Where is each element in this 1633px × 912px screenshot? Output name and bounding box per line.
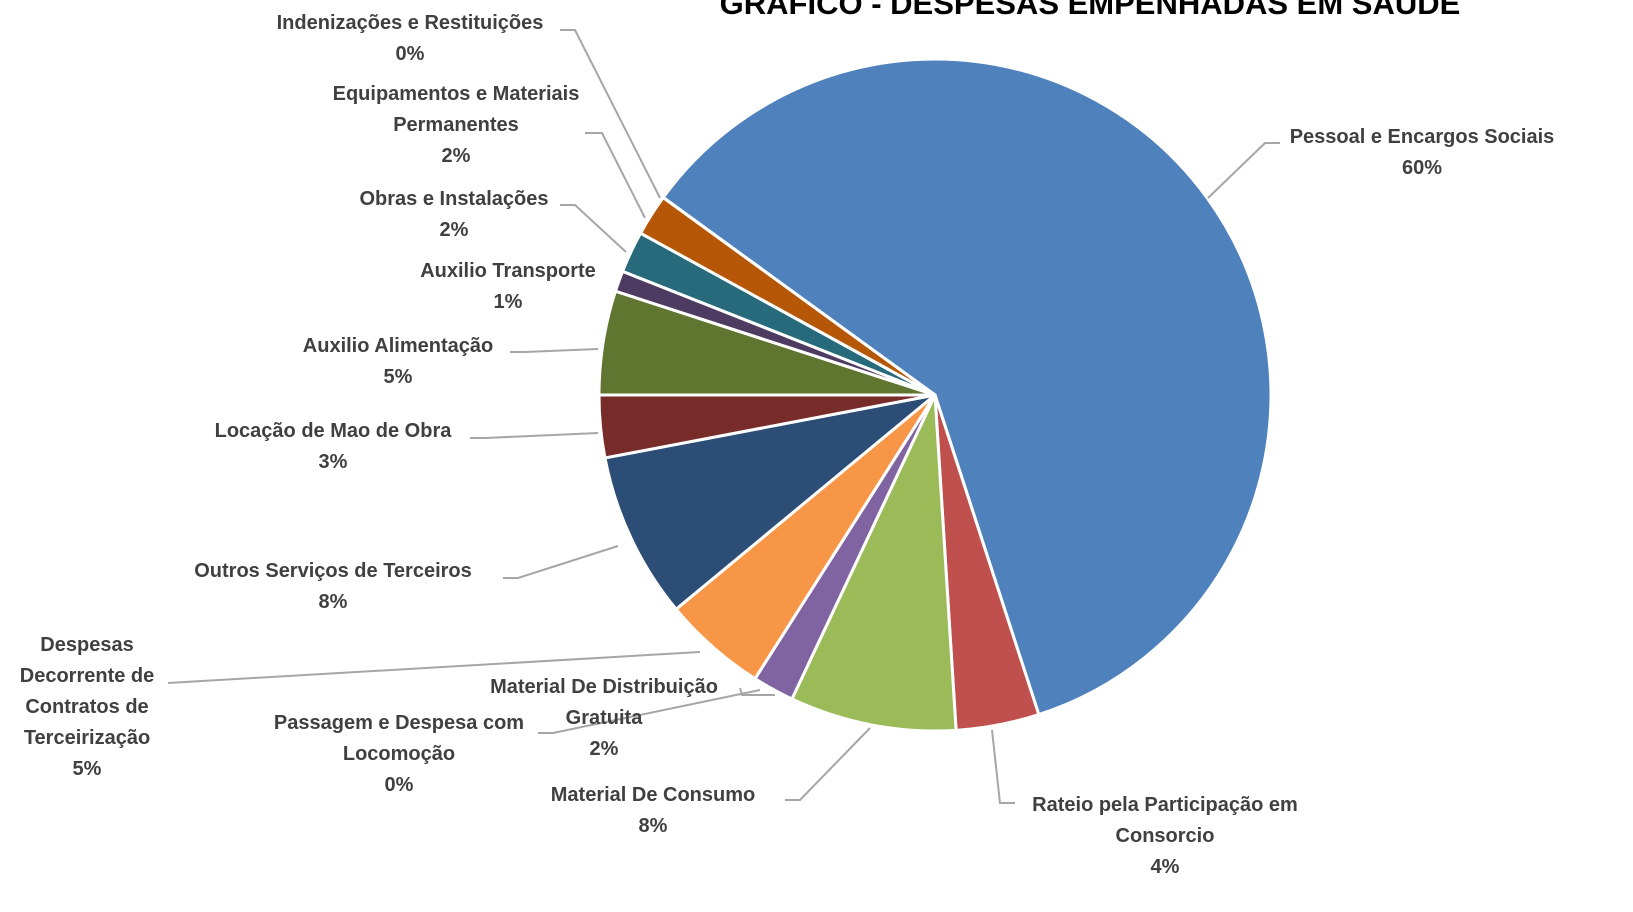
label-name: Auxilio Transporte	[420, 260, 596, 282]
leader-line	[1207, 142, 1280, 199]
data-label: Auxilio Alimentação 5%	[278, 331, 518, 393]
leader-line	[510, 348, 599, 353]
label-name: Passagem e Despesa com Locomoção	[273, 712, 525, 765]
leader-line	[785, 727, 871, 801]
data-label: Obras e Instalações 2%	[339, 184, 569, 246]
label-value: 8%	[638, 815, 668, 837]
label-value: 3%	[318, 451, 348, 473]
leader-line	[503, 545, 619, 579]
pie-slice	[661, 57, 1273, 717]
data-label: Locação de Mao de Obra 3%	[183, 416, 483, 478]
leader-line	[560, 204, 627, 253]
data-label: Pessoal e Encargos Sociais 60%	[1272, 122, 1572, 184]
label-value: 5%	[72, 758, 102, 780]
leader-line	[739, 687, 775, 696]
data-label: Indenizações e Restituições 0%	[260, 8, 560, 70]
label-name: Auxilio Alimentação	[302, 335, 494, 357]
label-name: Material De Distribuição Gratuita	[490, 676, 718, 729]
label-value: 2%	[589, 738, 619, 760]
label-name: Material De Consumo	[550, 784, 756, 806]
pie-slice	[790, 393, 958, 733]
label-value: 2%	[441, 145, 471, 167]
label-name: Indenizações e Restituições	[276, 12, 544, 34]
data-label: Rateio pela Participação em Consorcio 4%	[1010, 790, 1320, 883]
data-label: Equipamentos e Materiais Permanentes 2%	[329, 79, 584, 172]
label-value: 60%	[1401, 157, 1443, 179]
label-name: Outros Serviços de Terceiros	[194, 560, 472, 582]
data-label: Auxilio Transporte 1%	[398, 256, 618, 318]
leader-line	[167, 651, 701, 684]
leader-line	[560, 29, 661, 199]
data-label: Material De Consumo 8%	[523, 780, 783, 842]
label-value: 8%	[318, 591, 348, 613]
label-name: Equipamentos e Materiais Permanentes	[332, 83, 580, 136]
label-name: Rateio pela Participação em Consorcio	[1032, 794, 1298, 847]
pie-slice	[661, 196, 937, 397]
data-label: Material De Distribuição Gratuita 2%	[469, 672, 739, 765]
label-name: Despesas Decorrente de Contratos de Terc…	[19, 634, 155, 749]
label-value: 4%	[1150, 856, 1180, 878]
label-value: 0%	[395, 43, 425, 65]
leader-line	[538, 689, 761, 734]
label-value: 1%	[493, 291, 523, 313]
leader-line	[991, 729, 1015, 804]
leader-line	[585, 132, 646, 219]
label-name: Obras e Instalações	[359, 188, 549, 210]
data-label: Despesas Decorrente de Contratos de Terc…	[2, 630, 172, 785]
label-value: 0%	[384, 774, 414, 796]
label-name: Locação de Mao de Obra	[214, 420, 452, 442]
label-value: 5%	[383, 366, 413, 388]
data-label: Passagem e Despesa com Locomoção 0%	[259, 708, 539, 801]
leader-line	[470, 432, 599, 439]
label-name: Pessoal e Encargos Sociais	[1289, 126, 1555, 148]
label-value: 2%	[439, 219, 469, 241]
chart-title: GRÁFICO - DESPESAS EMPENHADAS EM SAÚDE	[719, 0, 1461, 21]
data-label: Outros Serviços de Terceiros 8%	[173, 556, 493, 618]
pie-slice	[603, 393, 937, 611]
